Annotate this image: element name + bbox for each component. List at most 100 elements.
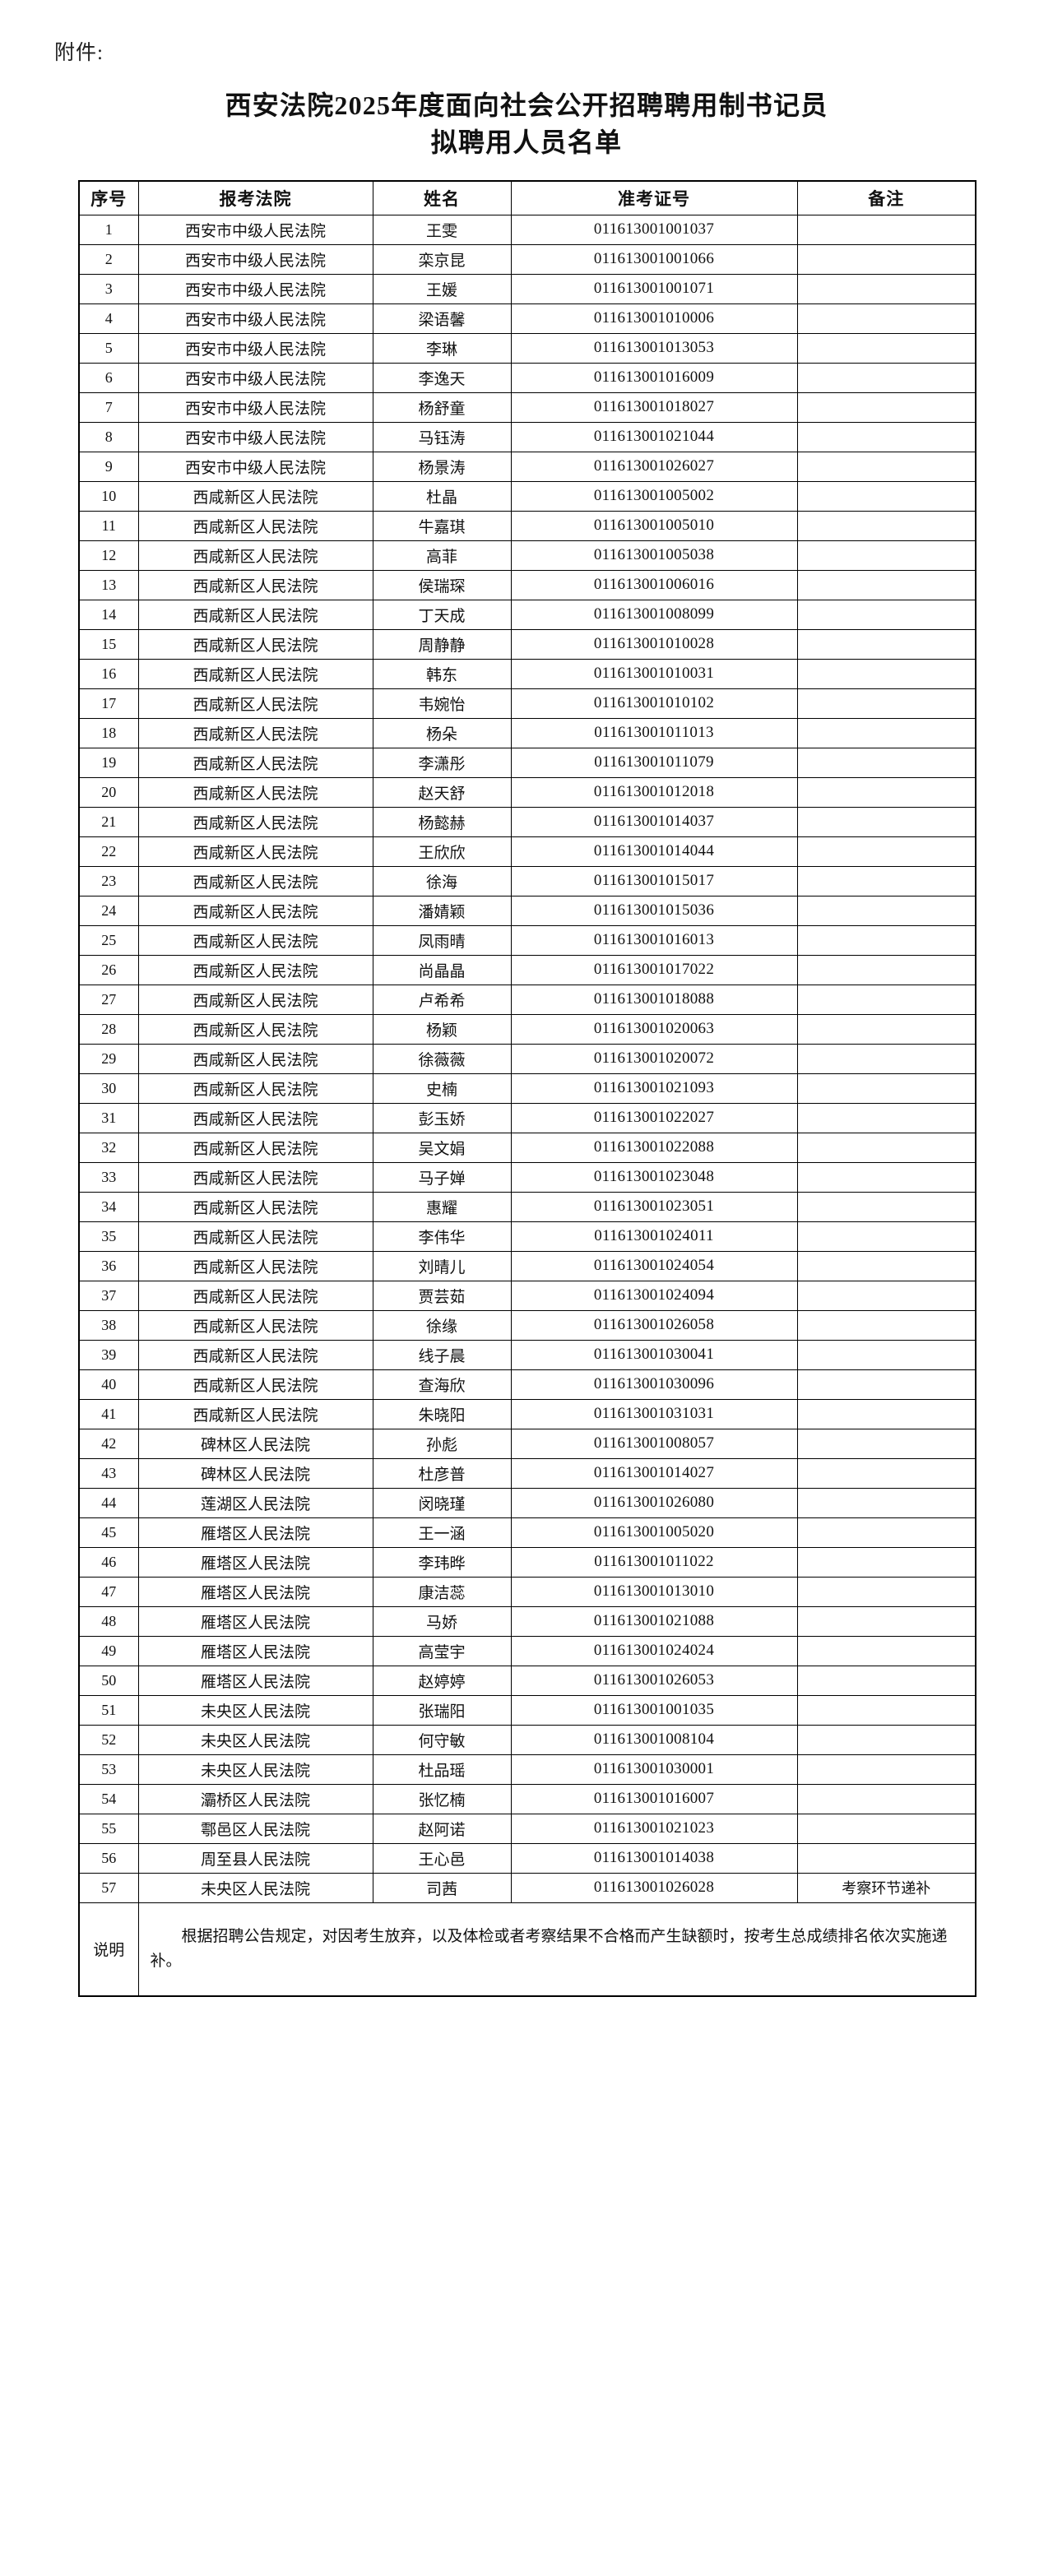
cell-ticket: 011613001018088	[510, 984, 798, 1015]
cell-seq: 38	[78, 1309, 139, 1341]
roster-table-container: 序号 报考法院 姓名 准考证号 备注 1 西安市中级人民法院 王雯 011613001…	[78, 179, 976, 1997]
table-row: 14 西咸新区人民法院 丁天成 011613001008099	[78, 599, 976, 630]
cell-name: 卢希希	[372, 984, 512, 1015]
cell-name: 线子晨	[372, 1339, 512, 1370]
cell-seq: 14	[78, 599, 139, 630]
cell-name: 徐海	[372, 865, 512, 897]
cell-remark	[796, 1043, 976, 1074]
cell-ticket: 011613001014037	[510, 806, 798, 837]
cell-court: 西咸新区人民法院	[137, 688, 373, 719]
table-row: 41 西咸新区人民法院 朱晓阳 011613001031031	[78, 1398, 976, 1429]
table-row: 36 西咸新区人民法院 刘晴儿 011613001024054	[78, 1250, 976, 1281]
cell-court: 西咸新区人民法院	[137, 599, 373, 630]
cell-remark	[796, 1073, 976, 1104]
cell-seq: 19	[78, 747, 139, 778]
cell-court: 雁塔区人民法院	[137, 1605, 373, 1637]
cell-ticket: 011613001026058	[510, 1309, 798, 1341]
table-row: 24 西咸新区人民法院 潘婧颖 011613001015036	[78, 895, 976, 926]
cell-seq: 21	[78, 806, 139, 837]
cell-ticket: 011613001023051	[510, 1191, 798, 1222]
cell-court: 未央区人民法院	[137, 1872, 373, 1903]
column-header-remark: 备注	[796, 180, 976, 215]
cell-seq: 49	[78, 1635, 139, 1666]
note-row: 说明 根据招聘公告规定，对因考生放弃，以及体检或者考察结果不合格而产生缺额时，按…	[78, 1902, 976, 1997]
cell-ticket: 011613001008057	[510, 1428, 798, 1459]
cell-seq: 57	[78, 1872, 139, 1903]
column-header-seq: 序号	[78, 180, 139, 215]
cell-remark	[796, 480, 976, 512]
cell-remark	[796, 1724, 976, 1755]
cell-seq: 5	[78, 332, 139, 364]
cell-name: 赵阿诺	[372, 1813, 512, 1844]
cell-name: 吴文娟	[372, 1132, 512, 1163]
cell-name: 尚晶晶	[372, 954, 512, 985]
cell-court: 西咸新区人民法院	[137, 1398, 373, 1429]
cell-seq: 41	[78, 1398, 139, 1429]
cell-court: 雁塔区人民法院	[137, 1635, 373, 1666]
cell-court: 西安市中级人民法院	[137, 451, 373, 482]
table-row: 17 西咸新区人民法院 韦婉怡 011613001010102	[78, 688, 976, 719]
cell-name: 李逸天	[372, 362, 512, 393]
cell-court: 西安市中级人民法院	[137, 214, 373, 245]
table-row: 26 西咸新区人民法院 尚晶晶 011613001017022	[78, 954, 976, 985]
cell-court: 未央区人民法院	[137, 1724, 373, 1755]
cell-name: 高菲	[372, 540, 512, 571]
cell-remark	[796, 1457, 976, 1489]
cell-seq: 3	[78, 273, 139, 304]
table-row: 42 碑林区人民法院 孙彪 011613001008057	[78, 1428, 976, 1459]
cell-court: 西咸新区人民法院	[137, 569, 373, 600]
table-row: 30 西咸新区人民法院 史楠 011613001021093	[78, 1073, 976, 1104]
cell-name: 杜彦普	[372, 1457, 512, 1489]
cell-remark	[796, 332, 976, 364]
cell-ticket: 011613001030096	[510, 1369, 798, 1400]
table-row: 9 西安市中级人民法院 杨景涛 011613001026027	[78, 451, 976, 482]
cell-remark	[796, 836, 976, 867]
cell-name: 王一涵	[372, 1517, 512, 1548]
cell-seq: 54	[78, 1783, 139, 1814]
cell-seq: 18	[78, 717, 139, 748]
cell-court: 西安市中级人民法院	[137, 332, 373, 364]
cell-court: 西安市中级人民法院	[137, 421, 373, 452]
cell-name: 韩东	[372, 658, 512, 689]
cell-ticket: 011613001001037	[510, 214, 798, 245]
cell-court: 鄠邑区人民法院	[137, 1813, 373, 1844]
cell-name: 周静静	[372, 628, 512, 660]
table-row: 25 西咸新区人民法院 凤雨晴 011613001016013	[78, 924, 976, 956]
cell-remark	[796, 243, 976, 275]
cell-name: 杜品瑶	[372, 1754, 512, 1785]
cell-court: 西咸新区人民法院	[137, 865, 373, 897]
cell-name: 查海欣	[372, 1369, 512, 1400]
cell-remark	[796, 569, 976, 600]
cell-ticket: 011613001006016	[510, 569, 798, 600]
cell-ticket: 011613001013010	[510, 1576, 798, 1607]
cell-ticket: 011613001005038	[510, 540, 798, 571]
cell-name: 张瑞阳	[372, 1694, 512, 1726]
cell-ticket: 011613001015036	[510, 895, 798, 926]
cell-ticket: 011613001024094	[510, 1280, 798, 1311]
cell-remark	[796, 510, 976, 541]
cell-ticket: 011613001026080	[510, 1487, 798, 1518]
cell-seq: 4	[78, 303, 139, 334]
cell-name: 孙彪	[372, 1428, 512, 1459]
cell-court: 西咸新区人民法院	[137, 1132, 373, 1163]
table-row: 15 西咸新区人民法院 周静静 011613001010028	[78, 628, 976, 660]
cell-name: 刘晴儿	[372, 1250, 512, 1281]
cell-court: 西咸新区人民法院	[137, 1043, 373, 1074]
table-row: 7 西安市中级人民法院 杨舒童 011613001018027	[78, 391, 976, 423]
table-row: 53 未央区人民法院 杜品瑶 011613001030001	[78, 1754, 976, 1785]
cell-name: 杨懿赫	[372, 806, 512, 837]
cell-ticket: 011613001005002	[510, 480, 798, 512]
cell-remark	[796, 599, 976, 630]
cell-name: 丁天成	[372, 599, 512, 630]
cell-remark	[796, 1754, 976, 1785]
table-row: 35 西咸新区人民法院 李伟华 011613001024011	[78, 1221, 976, 1252]
table-row: 54 灞桥区人民法院 张忆楠 011613001016007	[78, 1783, 976, 1814]
cell-remark	[796, 1102, 976, 1133]
cell-seq: 52	[78, 1724, 139, 1755]
cell-court: 西咸新区人民法院	[137, 1369, 373, 1400]
note-label: 说明	[78, 1902, 139, 1997]
table-row: 4 西安市中级人民法院 梁语馨 011613001010006	[78, 303, 976, 334]
cell-name: 潘婧颖	[372, 895, 512, 926]
cell-remark	[796, 540, 976, 571]
